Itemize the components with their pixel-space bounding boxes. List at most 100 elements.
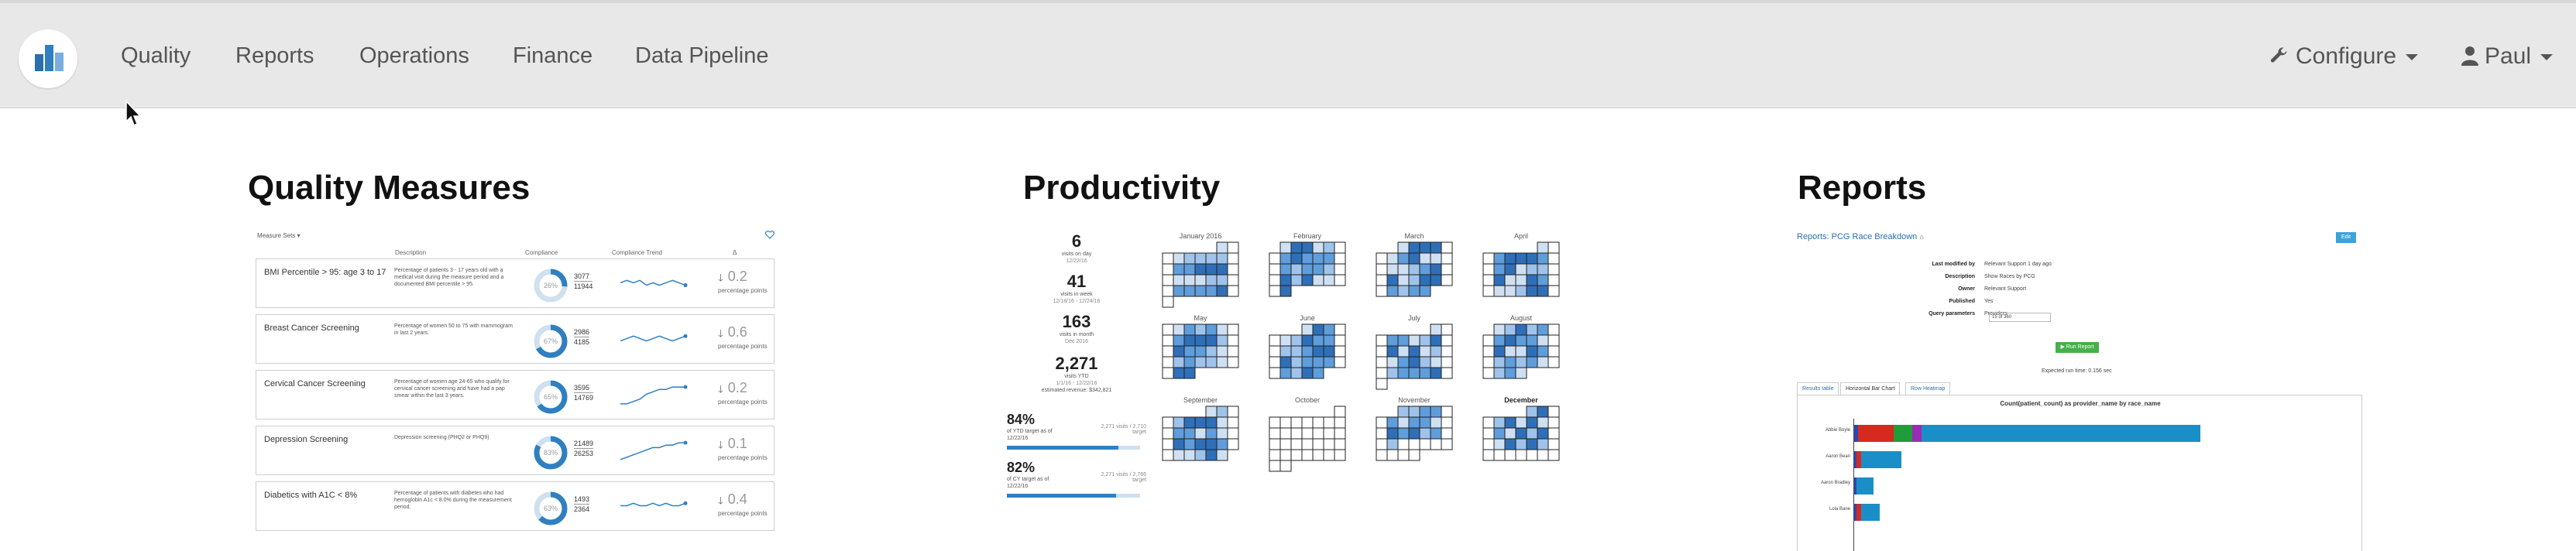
quality-measures-title[interactable]: Quality Measures [248,169,531,207]
calendar-day [1493,252,1506,265]
edit-button: Edit [2336,232,2356,243]
report-chart-axis [1853,419,1854,551]
calendar-month-label: August [1510,314,1533,322]
calendar-day [1173,252,1185,265]
calendar-day [1515,263,1527,276]
calendar-day [1493,334,1506,347]
calendar-day [1547,334,1560,347]
calendar-day [1173,285,1185,297]
calendar-day [1183,252,1196,265]
calendar-day [1386,274,1399,286]
logo-bar-2 [45,45,53,71]
calendar-day [1216,334,1228,347]
calendar-day [1504,345,1516,358]
calendar-day [1547,252,1560,265]
calendar-day [1376,334,1388,347]
fraction-denominator: 11944 [574,281,593,290]
calendar-day [1279,241,1292,254]
calendar-day [1279,367,1292,379]
configure-menu[interactable]: Configure [2268,43,2419,70]
configure-label: Configure [2296,43,2397,69]
calendar-day [1279,438,1292,450]
calendar-day [1419,427,1431,440]
nav-link-operations[interactable]: Operations [359,43,469,68]
user-menu[interactable]: Paul [2461,43,2554,70]
app-logo[interactable] [19,29,77,88]
productivity-preview[interactable]: 6 visits on day 12/22/16 41 visits in week 12… [1007,224,1580,551]
report-bar-segment [1912,425,1922,442]
calendar-day [1493,274,1506,286]
calendar-day [1493,345,1506,358]
calendar-day [1537,345,1549,358]
arrow-down-icon: 🡓 [718,495,723,506]
calendar-day [1419,263,1431,276]
calendar-day [1323,241,1335,254]
calendar-day [1386,334,1399,347]
calendar-day [1227,427,1239,440]
report-field-value: Relevant Support 1 day ago [1984,262,2052,267]
nav-link-reports[interactable]: Reports [235,43,314,68]
donut-fill [534,491,568,525]
calendar-month-label: February [1293,232,1321,240]
calendar-day [1279,263,1292,276]
run-report-button: ▶ Run Report [2056,342,2099,353]
trend-line [620,279,686,286]
measure-description: Percentage of patients with diabetes who… [394,491,512,510]
calendar-day [1227,416,1239,429]
calendar-day [1386,356,1399,368]
calendar-day [1493,356,1506,368]
calendar-day [1205,334,1218,347]
stat-label: visits in month [1059,332,1094,337]
report-field-value: Show Races by PCG [1984,274,2035,279]
calendar-day [1205,406,1218,418]
nav-link-data-pipeline[interactable]: Data Pipeline [635,43,769,68]
calendar-day [1408,449,1420,461]
calendar-day [1216,274,1228,286]
wrench-icon [2270,47,2287,63]
calendar-day [1227,263,1239,276]
stat-number: 163 [1062,312,1091,331]
calendar-day [1173,449,1185,461]
reports-title[interactable]: Reports [1798,169,1927,207]
calendar-month: June [1267,313,1348,379]
fraction-denominator: 14769 [574,392,594,402]
calendar-day [1162,416,1174,429]
calendar-day [1537,274,1549,286]
calendar-day [1216,323,1228,336]
target-visits: 2,271 visits / 2,766 [1101,472,1146,477]
reports-preview[interactable]: Reports: PCG Race Breakdown ⌂ Edit Last … [1797,224,2370,551]
calendar-day [1312,449,1324,461]
calendar-day [1323,416,1335,429]
nav-link-finance[interactable]: Finance [513,43,593,68]
header-description: Description [395,249,427,256]
calendar-day [1526,263,1538,276]
calendar-day [1323,356,1335,368]
fraction-numerator: 3077 [574,272,590,280]
calendar-day [1408,285,1420,297]
calendar-day [1430,241,1442,254]
report-field-key: Owner [1958,286,1975,292]
arrow-down-icon: 🡓 [718,439,723,450]
compliance-trend-sparkline [620,501,688,507]
calendar-grid [1482,241,1560,297]
calendar-day [1441,274,1453,286]
calendar-day [1537,406,1549,418]
calendar-day [1547,438,1560,450]
calendar-day [1441,416,1453,429]
nav-link-quality[interactable]: Quality [121,43,191,68]
calendar-month: May [1160,313,1241,379]
compliance-donut: 65% [534,380,568,414]
target-caption: target [1132,430,1146,435]
target-percent: 84% [1007,412,1036,427]
report-bar-segment [1858,425,1894,442]
quality-measures-preview[interactable]: Measure Sets ▾ Description Compliance Co… [248,224,782,551]
report-field: Query parameters Providers [1797,311,2354,320]
calendar-day [1493,367,1506,379]
stat-label: visits YTD [1064,374,1089,379]
calendar-day [1537,438,1549,450]
calendar-day [1269,438,1281,450]
productivity-title[interactable]: Productivity [1023,169,1221,207]
calendar-day [1194,285,1207,297]
calendar-day [1312,334,1324,347]
calendar-day [1162,427,1174,440]
